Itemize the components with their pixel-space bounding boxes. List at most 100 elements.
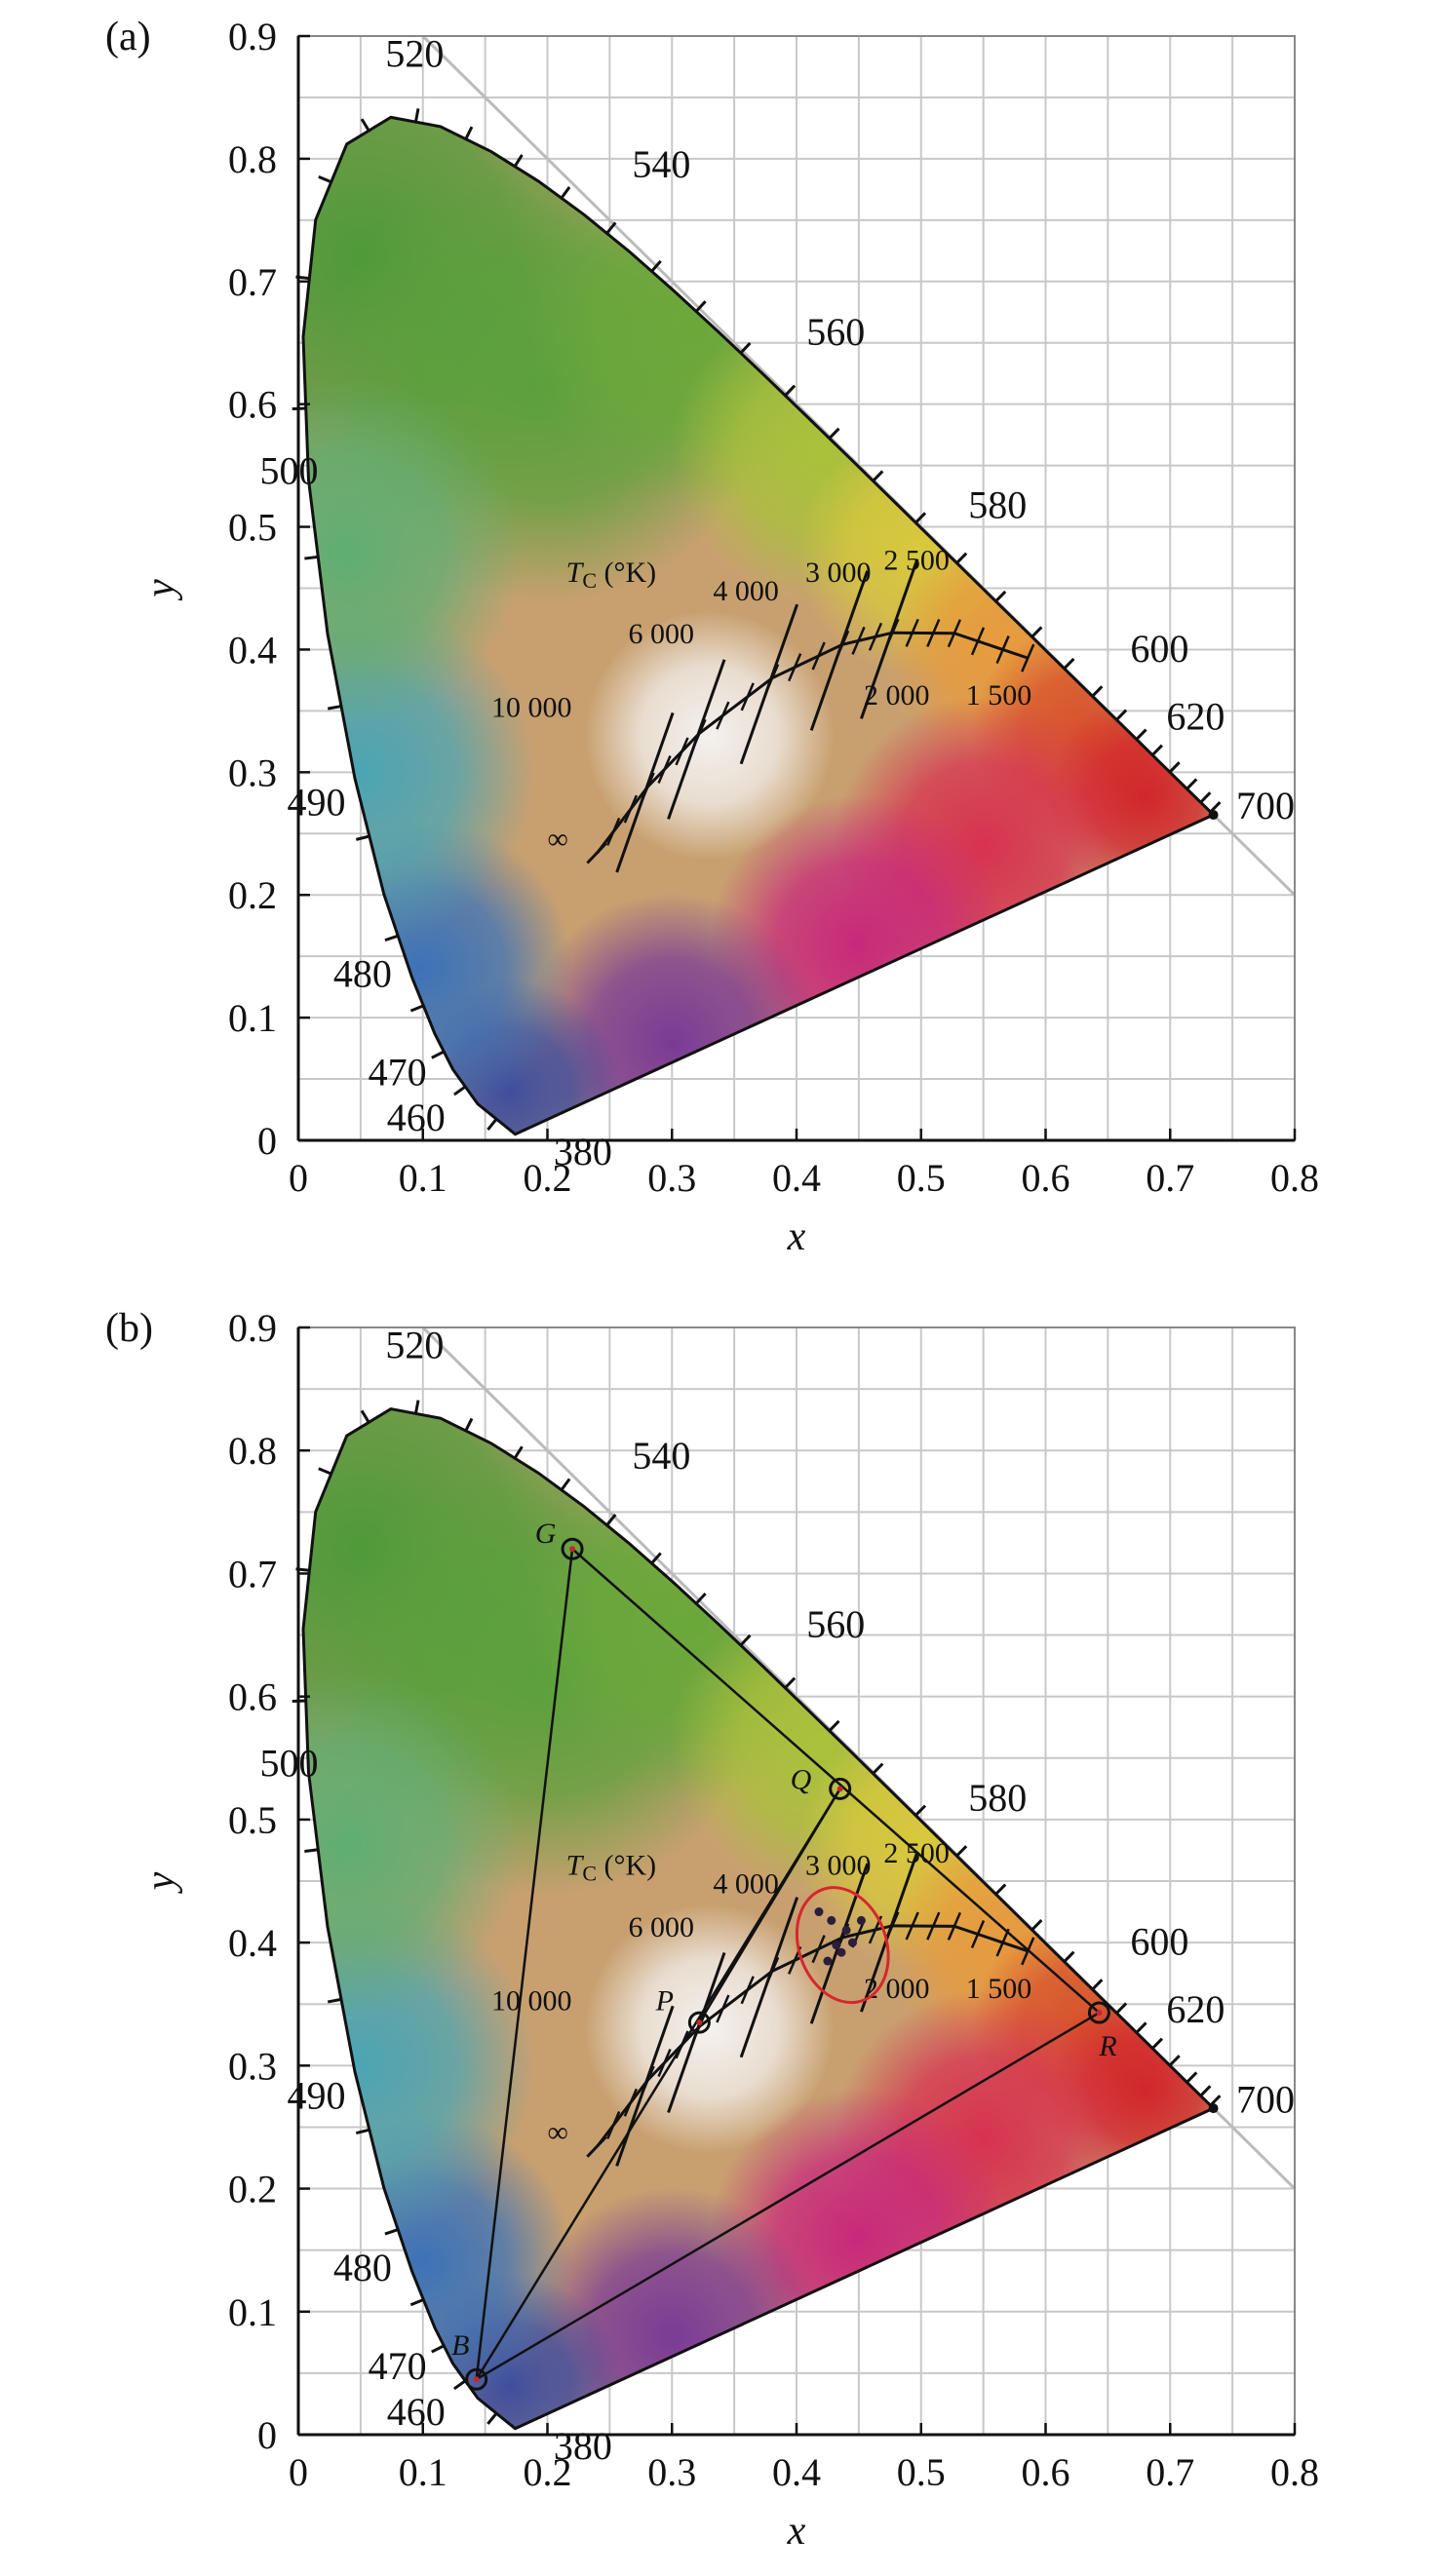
wavelength-label-380: 380 [554,2424,612,2468]
isotherm-line [667,659,726,820]
isotherm-tick [947,1911,962,1941]
wavelength-tick [1135,728,1147,741]
x-tick-label: 0.5 [897,1156,946,1200]
point-G [561,1537,584,1560]
wavelength-tick [1186,2071,1198,2084]
point-center-R [1096,2010,1103,2017]
wavelength-tick [1199,2085,1212,2097]
wavelength-label-700: 700 [1236,784,1295,827]
point-label-G: G [535,1518,557,1550]
wavelength-tick [1199,791,1212,804]
isotherm-line [615,2005,675,2167]
cct-title-subscript: C [582,1862,597,1886]
isotherm-tick [623,794,639,824]
cct-title-symbol: T [566,1850,585,1882]
wavelength-label-490: 490 [288,2074,346,2118]
cluster-point [841,1925,851,1935]
isotherm-tick [657,2048,672,2077]
wavelength-tick [1031,1919,1043,1932]
wavelength-tick [828,427,840,440]
wavelength-label-460: 460 [387,2390,446,2434]
y-tick-label: 0 [257,2413,277,2457]
wavelength-tick [872,1762,884,1775]
wavelength-tick [1091,685,1104,698]
wavelength-tick [431,1050,445,1059]
cct-label: 6 000 [629,1911,695,1943]
wavelength-tick [304,1848,319,1853]
point-center-B [473,2376,480,2383]
cct-label: 4 000 [713,1868,779,1901]
wavelength-label-580: 580 [968,1776,1027,1820]
tolerance-ellipse [795,1886,890,2005]
point-P [687,2011,711,2034]
cct-label: 2 500 [883,545,950,577]
point-R [1087,2001,1110,2024]
cct-label: ∞ [548,2117,568,2149]
wavelength-tick [409,1004,424,1013]
wavelength-tick [994,590,1007,603]
y-tick-label: 0.7 [228,1552,277,1596]
x-tick-label: 0.3 [647,2450,696,2494]
y-tick-label: 0.6 [228,383,277,427]
cct-label: 2 000 [864,1973,930,2005]
wavelength-label-620: 620 [1166,1987,1225,2031]
cct-label: 10 000 [491,1985,572,2018]
wavelength-tick [914,1804,927,1817]
x-tick-label: 0.8 [1270,1156,1319,1200]
cct-label: ∞ [548,823,568,855]
wavelength-label-600: 600 [1130,1920,1188,1964]
wavelength-tick [1031,626,1043,638]
isotherm-tick [716,1994,730,2023]
x-axis-label: x [787,2509,806,2554]
y-tick-label: 0.8 [228,137,277,181]
isotherm-line [615,711,675,873]
wavelength-tick [384,2228,399,2236]
wavelength-label-470: 470 [369,1050,427,1094]
y-tick-label: 0.6 [228,1675,277,1719]
panel-label: (a) [105,15,151,59]
wavelength-tick [694,300,707,313]
wavelength-tick [1091,1979,1104,1991]
wavelength-label-540: 540 [632,142,690,186]
wavelength-tick [1115,709,1128,721]
wavelength-tick [409,2298,424,2307]
cct-label: 1 500 [966,1973,1032,2005]
isotherm-tick [675,737,689,766]
wavelength-tick [355,834,370,841]
isotherm-tick [740,682,755,711]
wavelength-label-520: 520 [385,1324,444,1367]
x-tick-label: 0.4 [772,1156,821,1200]
wavelength-tick [318,174,332,184]
cct-title: TC (°K) [566,1850,657,1886]
planckian-locus [596,1924,1029,2148]
x-tick-label: 0.2 [524,1156,572,1200]
wavelength-tick [360,118,370,132]
cluster-point [814,1907,824,1917]
infinity-endpoint [586,842,607,865]
gamut-color-region [302,1670,523,2019]
wavelength-tick [1063,1950,1075,1963]
y-tick-label: 0.1 [228,996,277,1040]
isotherm-tick [851,626,866,655]
isotherm-tick [716,701,730,730]
planckian-locus [596,631,1029,855]
point-center-G [569,1546,576,1553]
wavelength-ticks [292,108,1222,1131]
wavelength-label-600: 600 [1130,627,1188,671]
x-tick-label: 0 [289,1156,308,1200]
locus-endpoint-700 [1208,810,1219,821]
cct-label: 2 000 [864,679,930,711]
y-axis-label: y [138,1871,183,1894]
cct-title-subscript: C [582,568,597,593]
wavelength-tick [486,1118,498,1131]
x-tick-label: 0.6 [1022,1156,1070,1200]
point-center-Q [836,1786,843,1792]
wavelength-tick [560,1478,571,1491]
wavelength-tick [1063,657,1075,671]
wavelength-tick [513,154,524,168]
isotherm-tick [657,754,672,784]
wavelength-tick [304,555,319,560]
cluster-point [823,1956,833,1966]
wavelength-tick [327,1997,342,2004]
x-tick-label: 0 [289,2450,308,2494]
